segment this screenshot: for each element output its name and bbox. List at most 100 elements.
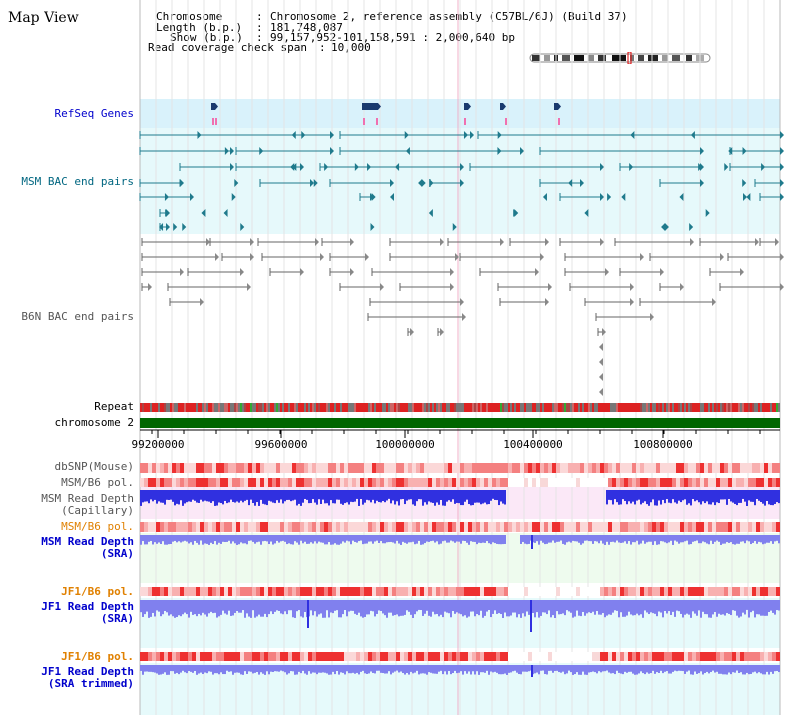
depth-bar: [574, 535, 576, 542]
repeat-segment: [144, 403, 146, 412]
heatmap-cell: [628, 463, 632, 473]
repeat-segment: [488, 403, 490, 412]
track-label-dbsnp[interactable]: dbSNP(Mouse): [54, 460, 134, 473]
depth-bar: [672, 490, 674, 500]
track-label-msm-depth-sra-2[interactable]: (SRA): [100, 547, 134, 560]
depth-bar: [198, 535, 200, 545]
repeat-segment: [302, 403, 304, 412]
heatmap-cell: [704, 478, 708, 487]
depth-bar: [292, 535, 294, 545]
depth-bar: [614, 490, 616, 500]
depth-bar: [400, 665, 402, 672]
depth-bar: [630, 535, 632, 545]
depth-bar: [322, 665, 324, 673]
heatmap-cell: [420, 478, 424, 487]
repeat-segment: [260, 403, 262, 412]
heatmap-cell: [752, 478, 756, 487]
heatmap-cell: [220, 478, 224, 487]
track-label-refseq[interactable]: RefSeq Genes: [54, 107, 134, 120]
depth-bar: [164, 535, 166, 545]
depth-bar: [414, 490, 416, 506]
heatmap-cell: [364, 478, 368, 487]
msm-bac-end: [761, 163, 766, 171]
depth-tracks: [140, 490, 780, 677]
depth-bar: [702, 665, 704, 675]
track-label-msm-bac[interactable]: MSM BAC end pairs: [21, 175, 134, 188]
track-label-jf1-b6-pol-2[interactable]: JF1/B6 pol.: [61, 650, 134, 663]
depth-bar: [216, 600, 218, 618]
heatmap-cell: [232, 652, 236, 661]
track-label-jf1-depth-sra-2[interactable]: (SRA): [100, 612, 134, 625]
heatmap-cell: [740, 463, 744, 473]
heatmap-cell: [376, 522, 380, 532]
track-label-jf1-b6-pol-1[interactable]: JF1/B6 pol.: [61, 585, 134, 598]
depth-bar: [292, 665, 294, 672]
repeat-segment: [446, 403, 448, 412]
depth-bar: [180, 665, 182, 673]
depth-bar: [224, 535, 226, 543]
depth-bar: [346, 600, 348, 617]
depth-bar: [458, 535, 460, 542]
depth-bar: [290, 535, 292, 545]
heatmap-cell: [312, 463, 316, 473]
repeat-segment: [568, 403, 570, 412]
depth-bar: [758, 665, 760, 673]
depth-bar: [356, 600, 358, 615]
track-label-msm-depth-cap-2[interactable]: (Capillary): [61, 504, 134, 517]
depth-bar: [272, 665, 274, 673]
depth-bar: [450, 490, 452, 502]
heatmap-cell: [164, 587, 168, 596]
heatmap-cell: [436, 652, 440, 661]
repeat-segment: [544, 403, 546, 412]
track-label-jf1-depth-trim-2[interactable]: (SRA trimmed): [47, 677, 134, 690]
depth-bar: [394, 600, 396, 616]
repeat-segment: [384, 403, 386, 412]
repeat-segment: [432, 403, 434, 412]
depth-bar: [274, 665, 276, 672]
depth-bar: [276, 665, 278, 672]
depth-bar: [666, 600, 668, 614]
track-label-msm-depth-sra-1[interactable]: MSM Read Depth: [41, 535, 134, 548]
depth-bar: [768, 490, 770, 505]
depth-bar: [668, 665, 670, 674]
depth-bar: [158, 490, 160, 502]
repeat-segment: [408, 403, 410, 412]
track-label-jf1-depth-trim-1[interactable]: JF1 Read Depth: [41, 665, 134, 678]
repeat-segment: [204, 403, 206, 412]
depth-bar: [266, 600, 268, 618]
heatmap-cell: [236, 652, 240, 661]
heatmap-cell: [368, 463, 372, 473]
heatmap-cell: [372, 652, 376, 661]
track-label-jf1-depth-sra-1[interactable]: JF1 Read Depth: [41, 600, 134, 613]
depth-bar: [174, 665, 176, 674]
heatmap-cell: [544, 478, 548, 487]
track-label-b6n-bac[interactable]: B6N BAC end pairs: [21, 310, 134, 323]
depth-bar: [340, 535, 342, 544]
b6n-bac-end: [650, 313, 654, 321]
depth-bar: [488, 665, 490, 675]
repeat-segment: [222, 403, 224, 412]
depth-bar: [242, 600, 244, 611]
b6n-bac-end: [630, 298, 634, 306]
heatmap-cell: [480, 587, 484, 596]
track-label-msm-b6-pol-1[interactable]: MSM/B6 pol.: [61, 476, 134, 489]
track-label-msm-b6-pol-2[interactable]: MSM/B6 pol.: [61, 520, 134, 533]
track-label-msm-depth-cap-1[interactable]: MSM Read Depth: [41, 492, 134, 505]
heatmap-cell: [624, 522, 628, 532]
depth-bar: [522, 665, 524, 672]
depth-bar: [596, 600, 598, 612]
depth-bar: [716, 490, 718, 503]
repeat-segment: [524, 403, 526, 412]
depth-bar: [178, 490, 180, 505]
heatmap-cell: [588, 522, 592, 532]
depth-bar: [310, 665, 312, 674]
depth-bar: [596, 665, 598, 674]
b6n-bac-end: [602, 328, 606, 336]
refseq-exon-mark: [505, 118, 507, 125]
heatmap-cell: [184, 652, 188, 661]
depth-bar: [398, 600, 400, 617]
heatmap-cell: [424, 587, 428, 596]
depth-bar: [634, 600, 636, 616]
depth-bar: [716, 600, 718, 617]
